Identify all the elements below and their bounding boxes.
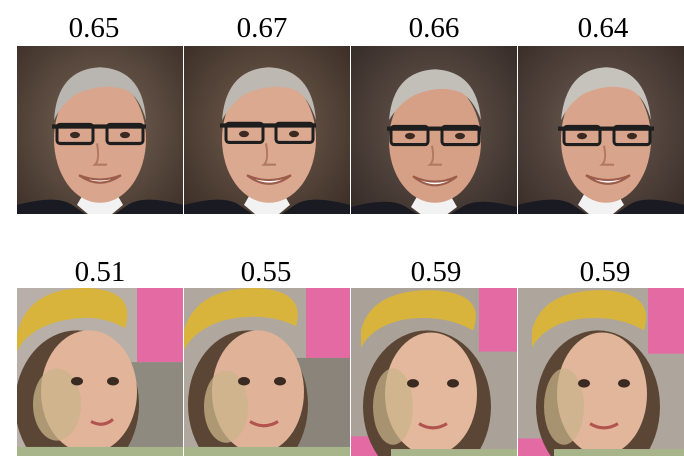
score-label: 0.59 (410, 256, 462, 288)
score-label: 0.59 (579, 256, 631, 288)
score-label: 0.67 (236, 12, 288, 44)
face-image-girl (351, 288, 517, 456)
face-image-girl (17, 288, 183, 456)
face-image-man (184, 46, 350, 214)
face-image-girl (518, 288, 684, 456)
face-image-man (17, 46, 183, 214)
score-label: 0.64 (577, 12, 629, 44)
score-label: 0.66 (408, 12, 460, 44)
score-label: 0.65 (68, 12, 120, 44)
score-label: 0.51 (74, 256, 126, 288)
score-label: 0.55 (240, 256, 292, 288)
face-image-man (518, 46, 684, 214)
face-image-girl (184, 288, 350, 456)
face-image-man (351, 46, 517, 214)
